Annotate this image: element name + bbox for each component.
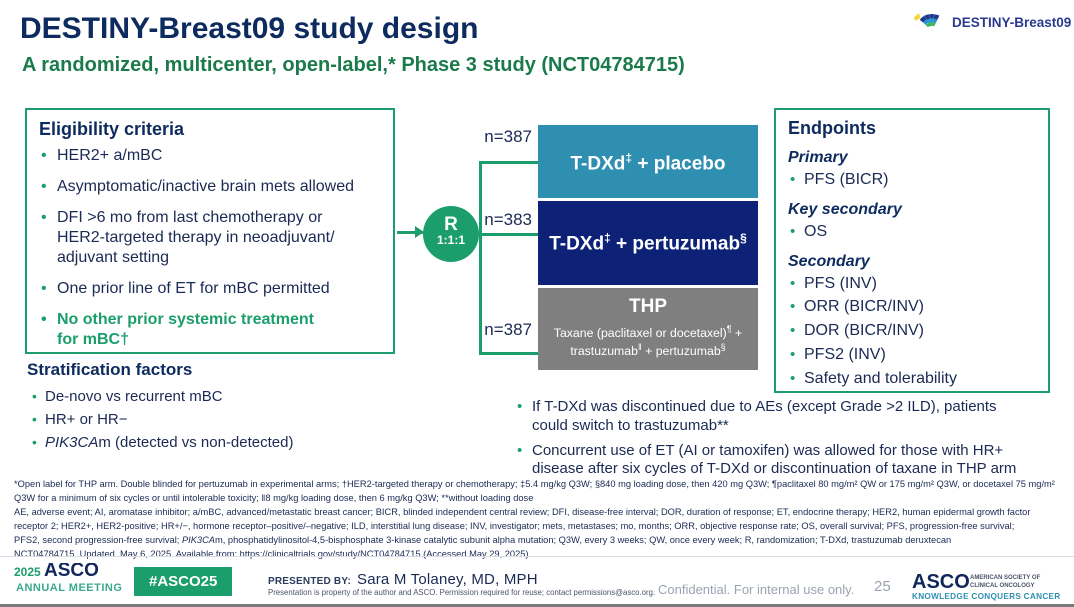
svg-text:ASCO: ASCO [912,571,970,593]
svg-text:2025 ASCO: 2025 ASCO [14,563,99,581]
svg-text:ANNUAL MEETING: ANNUAL MEETING [16,582,122,594]
svg-text:AMERICAN SOCIETY OF: AMERICAN SOCIETY OF [970,575,1041,581]
svg-text:CLINICAL ONCOLOGY: CLINICAL ONCOLOGY [970,583,1035,589]
svg-text:KNOWLEDGE CONQUERS CANCER: KNOWLEDGE CONQUERS CANCER [912,592,1061,601]
